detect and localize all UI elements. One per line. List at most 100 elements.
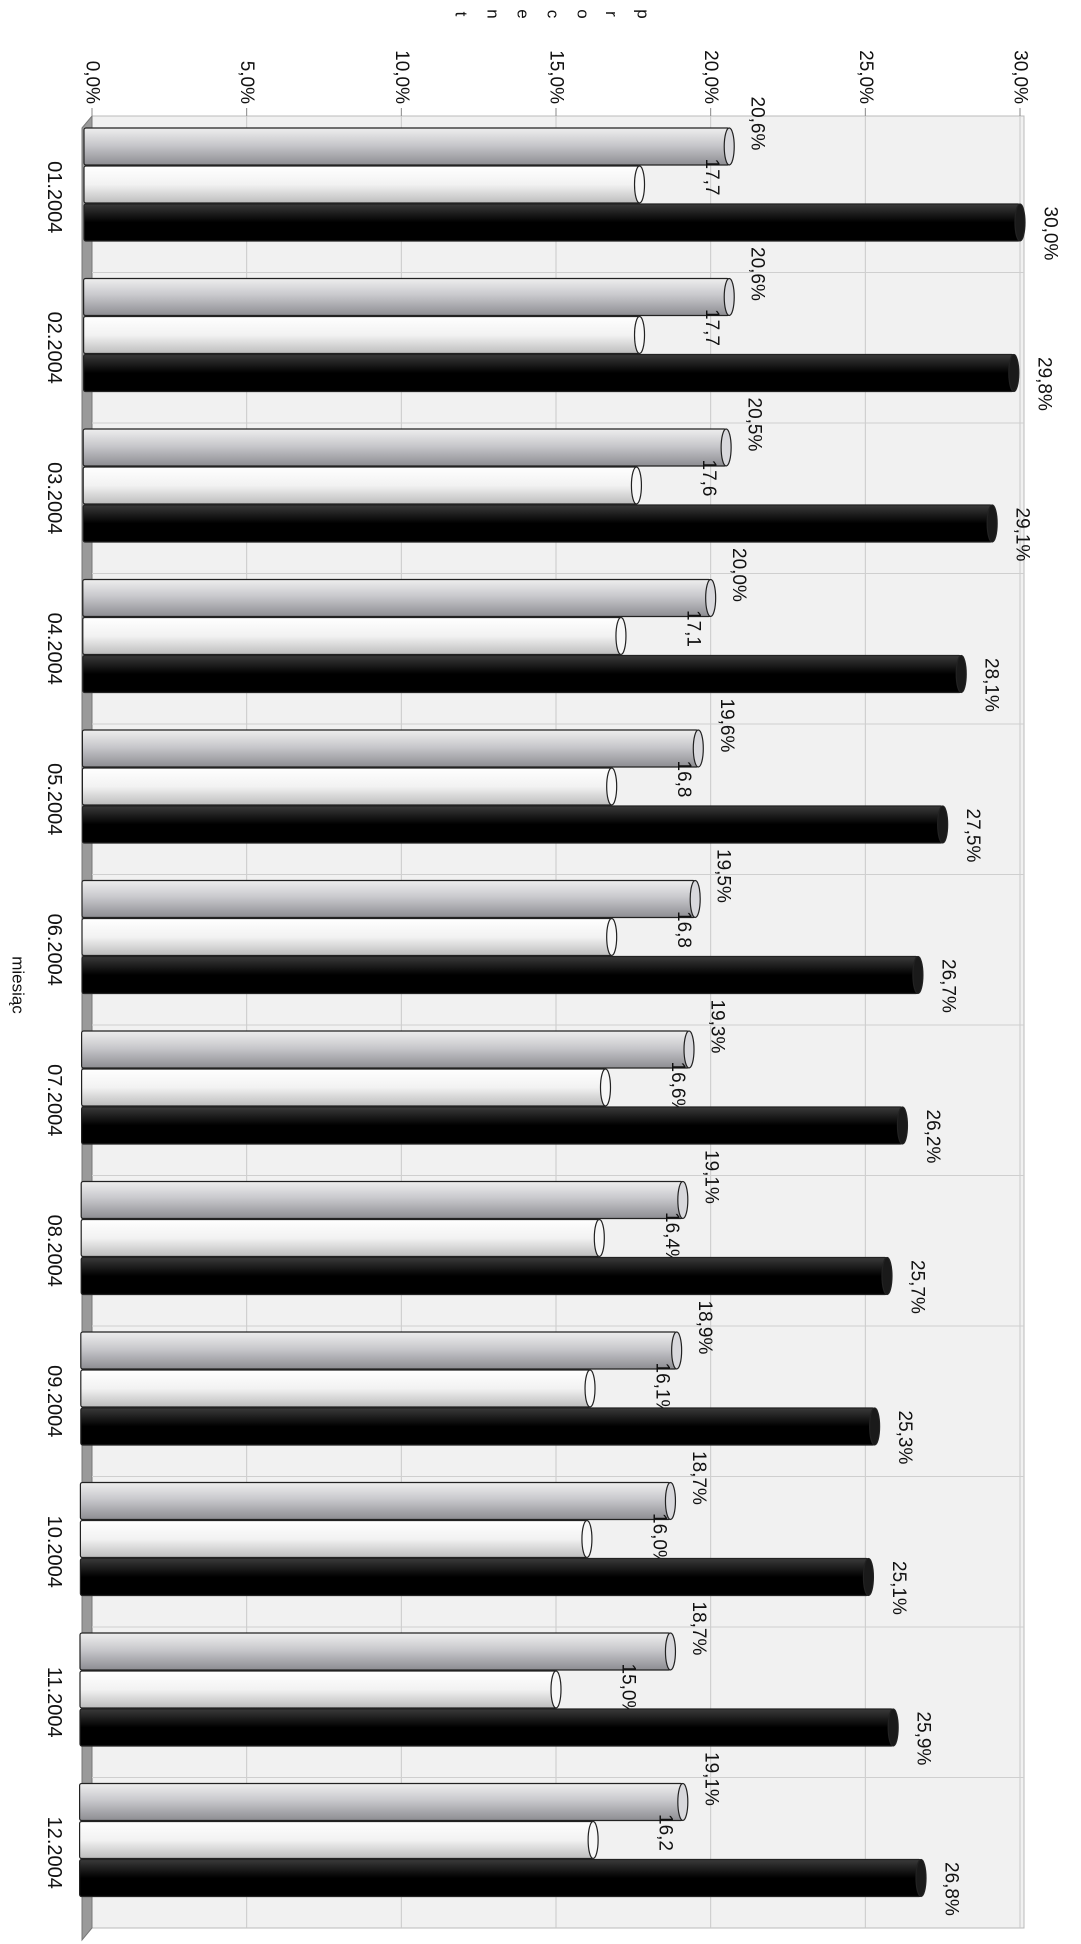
- data-label: 25,3%: [894, 1411, 915, 1465]
- x-tick-label: 02.2004: [43, 312, 65, 384]
- y-axis-title-letter: e: [513, 9, 533, 19]
- bar: [82, 466, 638, 505]
- bar-cap: [584, 1369, 596, 1408]
- x-tick-label: 12.2004: [43, 1817, 65, 1889]
- bar-cap: [1014, 203, 1026, 242]
- data-label: 28,1%: [981, 658, 1002, 712]
- data-label: 16,8: [673, 911, 694, 948]
- bar: [81, 805, 944, 844]
- bar: [79, 1632, 672, 1671]
- bar: [79, 1708, 894, 1747]
- data-label: 27,5%: [962, 809, 983, 863]
- bar: [82, 428, 727, 467]
- y-axis-title-letter: n: [483, 9, 503, 19]
- data-label: 25,9%: [913, 1712, 934, 1766]
- data-label: 25,1%: [888, 1561, 909, 1615]
- data-label: 17,6: [698, 460, 719, 497]
- bar: [80, 1331, 678, 1370]
- y-axis-title-letter: c: [543, 9, 563, 19]
- data-label: 16,2: [655, 1814, 676, 1851]
- x-tick-label: 10.2004: [43, 1516, 65, 1588]
- data-label: 26,8%: [941, 1862, 962, 1916]
- bar-cap: [664, 1632, 677, 1671]
- bar: [82, 353, 1015, 393]
- bar-cap: [633, 165, 646, 204]
- bar-cap: [937, 805, 949, 844]
- bar-cap: [599, 1068, 612, 1107]
- data-label: 19,1%: [700, 1752, 721, 1806]
- data-label: 19,6%: [716, 699, 737, 753]
- bar-cap: [692, 729, 704, 768]
- data-label: 15,0%: [618, 1664, 639, 1718]
- bar-cap: [986, 504, 998, 543]
- y-axis-title-letter: p: [633, 9, 653, 19]
- data-label: 18,7%: [688, 1451, 709, 1505]
- bar-cap: [862, 1557, 875, 1597]
- data-label: 25,7%: [906, 1260, 927, 1314]
- data-label: 16,1%: [652, 1363, 673, 1417]
- bar-cap: [723, 127, 735, 166]
- bar-cap: [633, 315, 646, 355]
- bar: [80, 1030, 690, 1069]
- y-tick-label: 5,0%: [236, 61, 257, 104]
- y-tick-label: 25,0%: [855, 50, 876, 104]
- bar: [78, 1782, 684, 1822]
- plot-background: [91, 115, 1025, 1929]
- bar: [80, 1369, 591, 1408]
- x-tick-label: 08.2004: [43, 1215, 65, 1287]
- x-tick-label: 05.2004: [43, 763, 65, 835]
- bar: [80, 1068, 607, 1107]
- bar-cap: [671, 1331, 683, 1370]
- bar-cap: [689, 879, 701, 919]
- bar: [80, 1180, 684, 1220]
- bar-cap: [1008, 353, 1020, 393]
- y-tick-label: 30,0%: [1010, 50, 1031, 104]
- bar: [82, 277, 730, 317]
- data-label: 19,3%: [707, 1000, 728, 1054]
- data-label: 16,4%: [661, 1212, 682, 1266]
- data-label: 20,5%: [744, 398, 765, 452]
- bar-cap: [869, 1407, 881, 1446]
- bar: [79, 1557, 870, 1597]
- bar-cap: [705, 578, 717, 618]
- bar: [82, 315, 641, 355]
- bar-cap: [677, 1180, 689, 1220]
- bar-cap: [723, 277, 735, 317]
- bar-cap: [955, 654, 967, 694]
- bar: [81, 767, 613, 806]
- bar: [82, 504, 993, 543]
- bar: [78, 1820, 594, 1860]
- data-label: 18,9%: [694, 1301, 715, 1355]
- y-tick-label: 20,0%: [700, 50, 721, 104]
- bar-cap: [593, 1218, 605, 1258]
- x-tick-label: 04.2004: [43, 613, 65, 685]
- bar: [81, 879, 696, 919]
- bar-cap: [896, 1106, 909, 1145]
- x-tick-label: 11.2004: [43, 1667, 65, 1738]
- data-label: 20,0%: [728, 548, 749, 602]
- data-label: 26,7%: [937, 959, 958, 1013]
- bar-cap: [881, 1256, 893, 1296]
- bar: [78, 1858, 922, 1898]
- bar-cap: [912, 955, 924, 995]
- bar-cap: [606, 767, 618, 806]
- data-label: 19,5%: [713, 849, 734, 903]
- y-tick-label: 15,0%: [546, 50, 567, 104]
- bar: [80, 1106, 904, 1145]
- data-label: 26,2%: [922, 1110, 943, 1164]
- data-label: 29,8%: [1033, 357, 1054, 411]
- bar-cap: [630, 466, 643, 505]
- data-label: 17,7: [701, 159, 722, 196]
- data-label: 19,1%: [700, 1150, 721, 1204]
- x-tick-label: 07.2004: [43, 1064, 65, 1136]
- data-label: 20,6%: [747, 97, 768, 151]
- bar-cap: [664, 1481, 677, 1521]
- bar-cap: [550, 1670, 562, 1709]
- bar: [79, 1481, 672, 1521]
- data-label: 18,7%: [688, 1602, 709, 1656]
- bar: [81, 917, 613, 957]
- bar: [83, 127, 730, 166]
- bar-cap: [915, 1858, 927, 1898]
- bar: [81, 955, 919, 995]
